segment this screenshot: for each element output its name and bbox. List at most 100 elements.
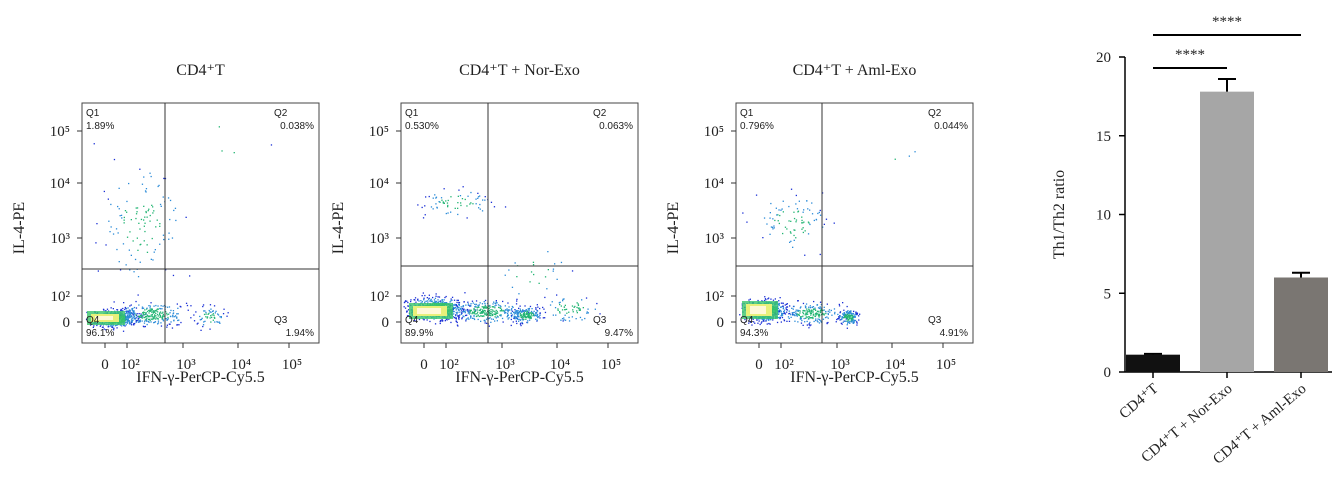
event-dot — [786, 303, 788, 305]
event-dot — [162, 305, 164, 307]
event-dot — [769, 233, 771, 235]
event-dot — [141, 317, 143, 319]
event-dot — [154, 311, 156, 313]
event-dot — [462, 310, 464, 312]
event-dot — [491, 313, 494, 315]
event-dot — [404, 307, 407, 309]
event-dot — [144, 216, 146, 218]
event-dot — [808, 308, 810, 310]
event-dot — [483, 306, 485, 308]
x-axis-label: IFN-γ-PerCP-Cy5.5 — [136, 369, 264, 386]
event-dot — [853, 319, 855, 321]
event-dot — [481, 306, 483, 308]
event-dot — [772, 319, 774, 321]
event-dot — [216, 321, 218, 323]
event-dot — [775, 207, 777, 209]
event-dot — [168, 306, 171, 308]
event-dot — [786, 311, 788, 313]
event-dot — [159, 307, 161, 310]
event-dot — [153, 314, 156, 316]
event-dot — [852, 317, 854, 319]
event-dot — [417, 298, 419, 300]
event-dot — [170, 309, 172, 312]
event-dot — [407, 305, 409, 307]
event-dot — [530, 313, 533, 315]
event-dot — [117, 232, 119, 234]
event-dot — [172, 314, 174, 316]
event-dot — [804, 305, 807, 307]
event-dot — [783, 319, 785, 321]
event-dot — [843, 313, 845, 315]
event-dot — [219, 322, 221, 324]
event-dot — [138, 317, 140, 319]
event-dot — [819, 319, 821, 321]
event-dot — [132, 324, 135, 326]
event-dot — [130, 312, 132, 314]
event-dot — [519, 323, 522, 325]
event-dot — [477, 311, 479, 313]
event-dot — [172, 312, 174, 315]
event-dot — [510, 309, 512, 311]
event-dot — [783, 310, 785, 313]
event-dot — [848, 314, 850, 316]
event-dot — [455, 309, 457, 311]
event-dot — [85, 318, 88, 320]
event-dot — [456, 301, 458, 304]
event-dot — [466, 310, 469, 312]
event-dot — [119, 269, 122, 271]
plot-frame — [81, 102, 320, 344]
event-dot — [783, 320, 786, 322]
event-dot — [530, 310, 533, 313]
event-dot — [818, 318, 820, 321]
event-dot — [203, 321, 205, 323]
event-dot — [805, 306, 807, 308]
event-dot — [517, 309, 519, 312]
quadrant-percent: 1.94% — [286, 328, 314, 339]
event-dot — [850, 310, 852, 312]
event-dot — [538, 315, 540, 318]
event-dot — [149, 319, 151, 322]
event-dot — [111, 326, 113, 328]
event-dot — [425, 300, 427, 302]
event-dot — [806, 320, 808, 323]
event-dot — [520, 311, 522, 313]
event-dot — [206, 317, 208, 319]
event-dot — [474, 309, 477, 311]
event-dot — [779, 317, 781, 319]
event-dot — [837, 313, 839, 316]
event-dot — [802, 311, 804, 314]
event-dot — [177, 313, 179, 315]
event-dot — [414, 297, 417, 299]
event-dot — [454, 304, 456, 306]
event-dot — [130, 254, 132, 256]
event-dot — [779, 214, 781, 217]
event-dot — [176, 316, 178, 318]
event-dot — [144, 320, 146, 322]
event-dot — [129, 315, 131, 317]
event-dot — [143, 225, 145, 227]
event-dot — [189, 275, 191, 277]
event-dot — [89, 324, 92, 326]
event-dot — [793, 239, 795, 241]
y-tick-label: 0 — [382, 315, 390, 331]
event-dot — [421, 302, 423, 304]
event-dot — [133, 271, 135, 273]
event-dot — [145, 210, 147, 213]
event-dot — [95, 242, 97, 244]
event-dot — [519, 305, 521, 307]
event-dot — [817, 315, 820, 317]
event-dot — [834, 311, 836, 314]
event-dot — [806, 311, 808, 313]
event-dot — [575, 318, 577, 320]
event-dot — [176, 324, 179, 326]
event-dot — [808, 306, 810, 308]
event-dot — [464, 198, 466, 201]
event-dot — [756, 319, 758, 321]
event-dot — [499, 314, 501, 316]
event-dot — [447, 204, 449, 207]
event-dot — [137, 276, 140, 278]
event-dot — [496, 310, 498, 313]
event-dot — [451, 299, 453, 301]
event-dot — [820, 309, 822, 311]
event-dot — [826, 303, 828, 305]
